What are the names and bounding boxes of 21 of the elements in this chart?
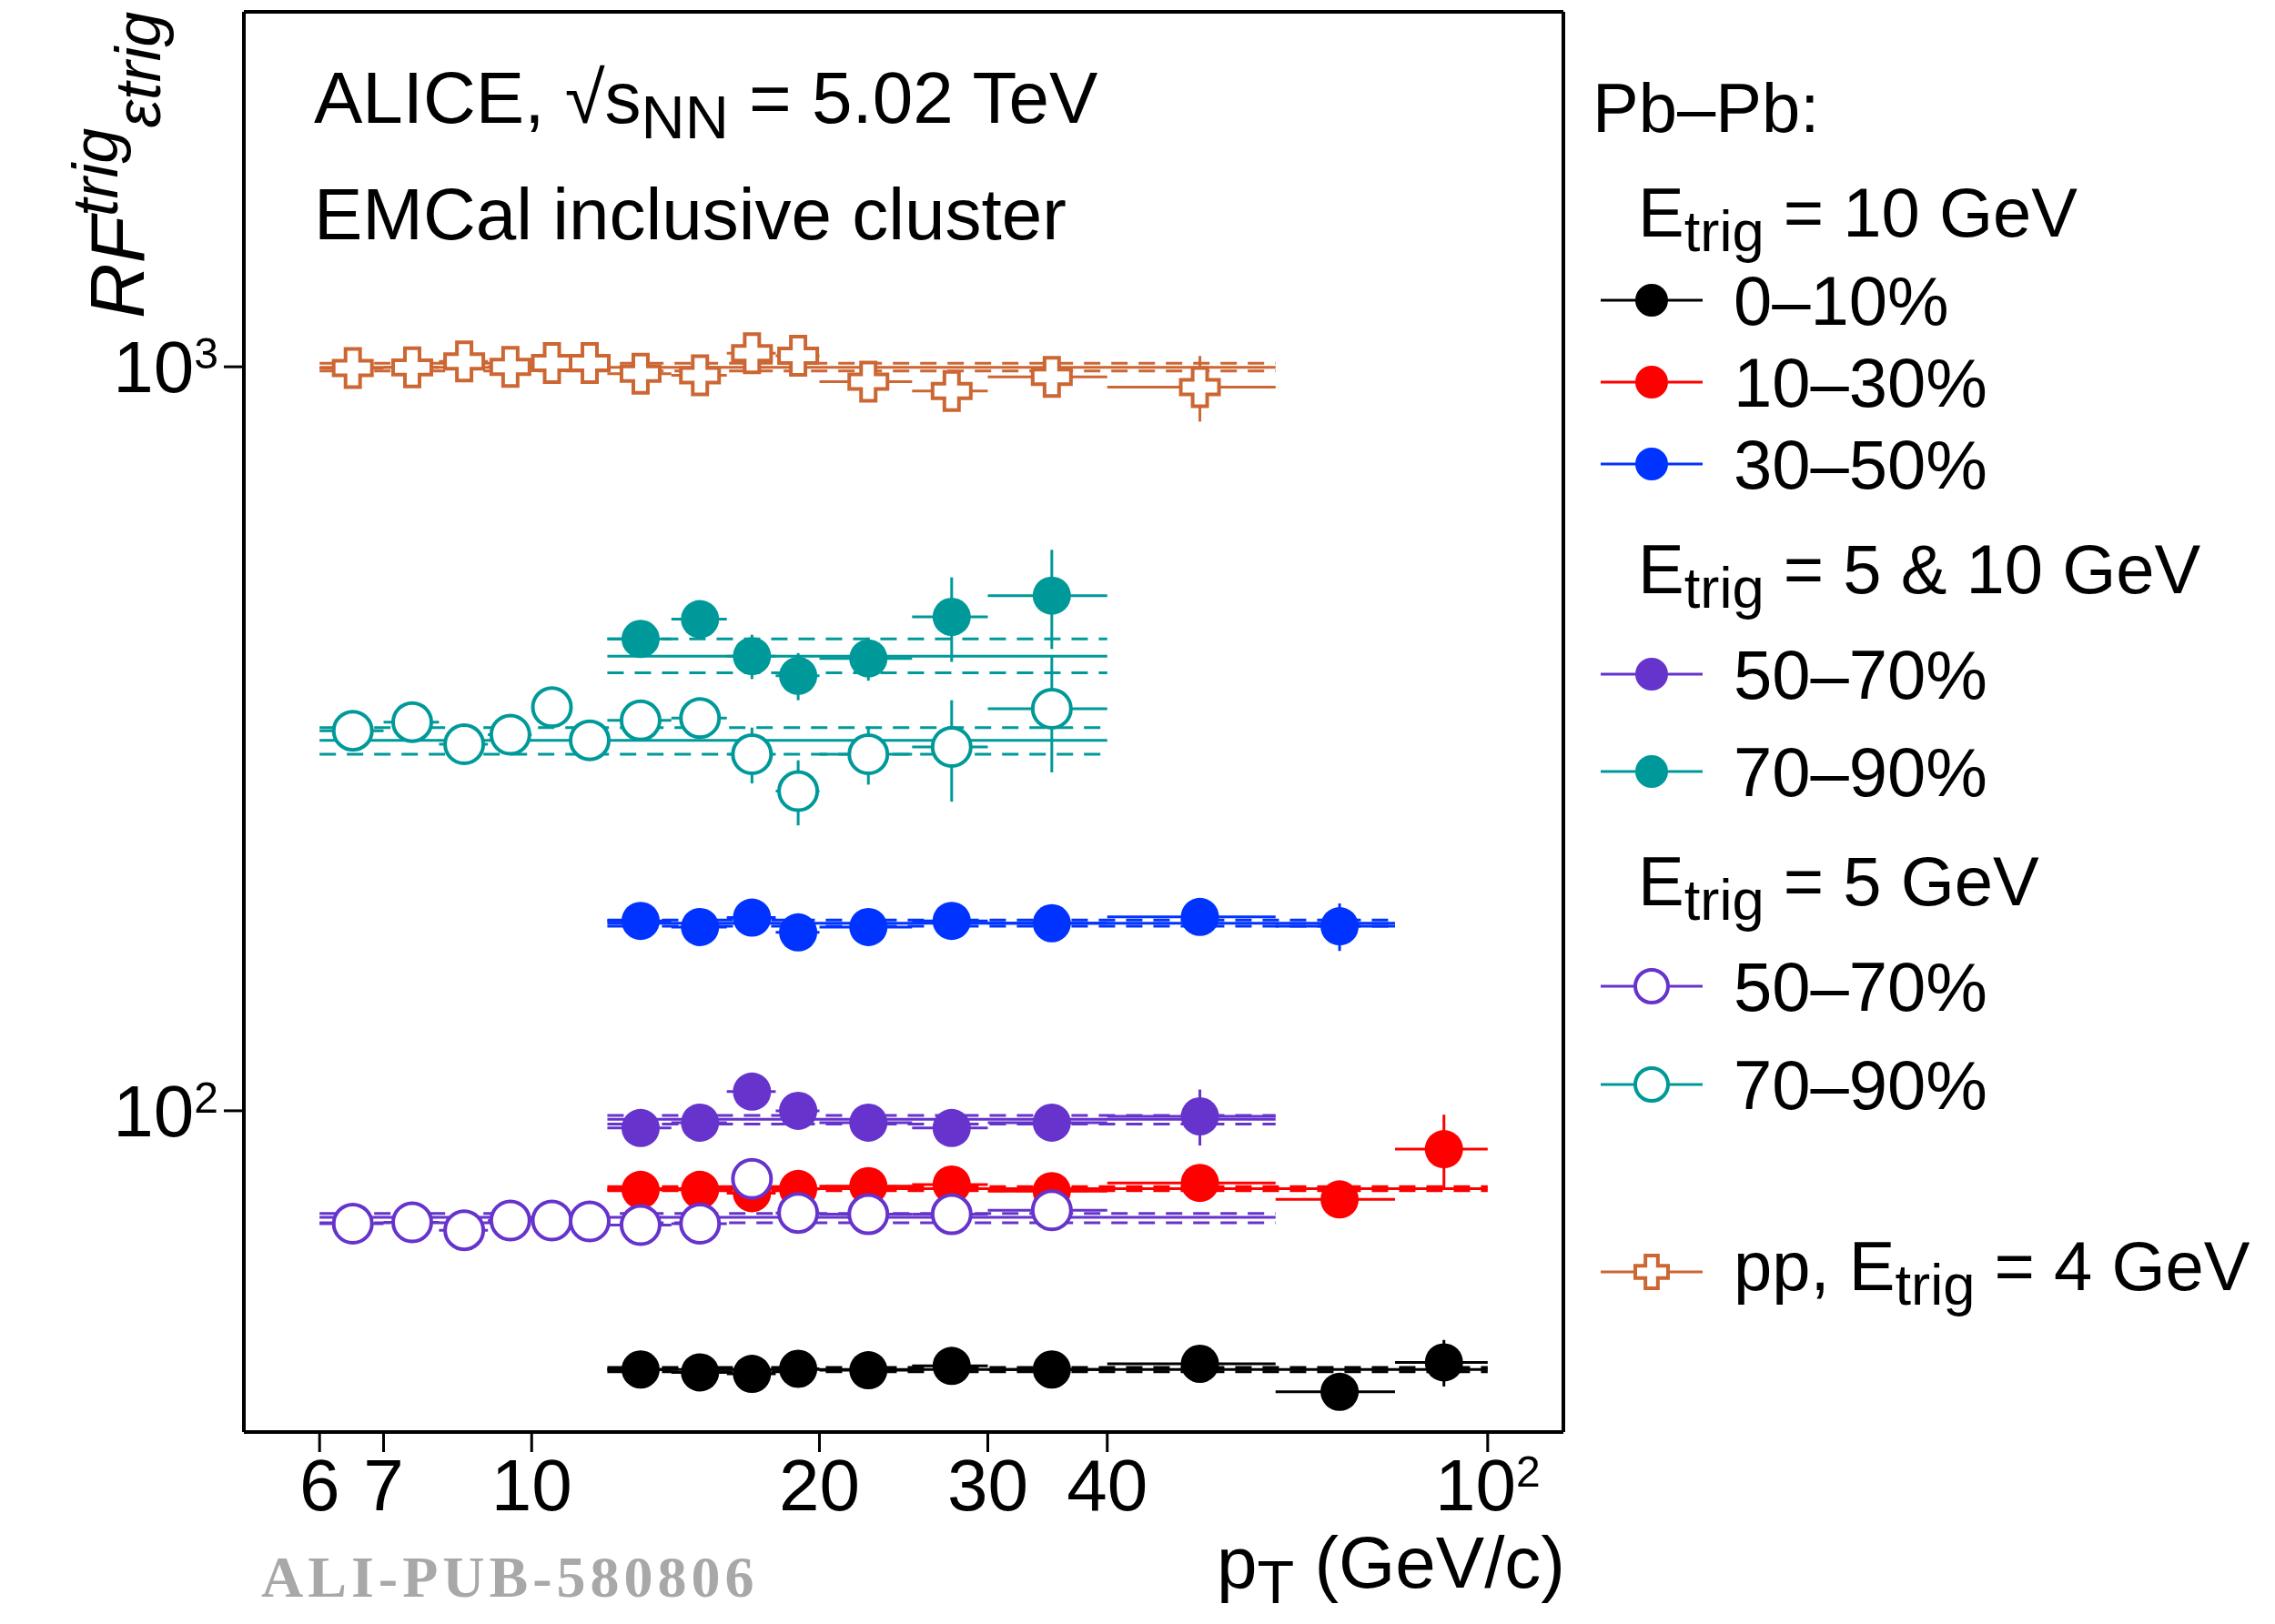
legend-label: 70–90% [1734, 1044, 1987, 1125]
x-tick-label: 20 [779, 1445, 860, 1526]
x-tick-label: 40 [1067, 1445, 1148, 1526]
legend-label: 50–70% [1734, 946, 1987, 1026]
legend-title: Pb–Pb: [1592, 68, 1820, 147]
legend-label: 30–50% [1734, 424, 1987, 504]
text: E$_{trig}$ = 5 & 10 GeV [1638, 530, 2201, 621]
text: ALI-PUB-580806 [261, 1545, 759, 1609]
x-tick-label: 10 [490, 1445, 572, 1526]
legend-label: 10–30% [1734, 342, 1987, 422]
annotation: EMCal inclusive cluster [314, 173, 1067, 257]
text: E$_{trig}$ = 10 GeV [1638, 174, 2078, 264]
text: E$_{trig}$ = 5 GeV [1638, 842, 2039, 933]
legend-label: 70–90% [1734, 731, 1987, 812]
y-tick-label: 10$^{3}$ [113, 327, 218, 409]
x-tick-label: 7 [363, 1445, 404, 1526]
x-tick-label: 30 [947, 1445, 1028, 1526]
legend-label: 50–70% [1734, 634, 1987, 714]
annotation: ALICE, √s$_{NN}$ = 5.02 TeV [314, 56, 1098, 152]
x-tick-label: 6 [298, 1445, 340, 1526]
legend-label: pp, E$_{trig}$ = 4 GeV [1734, 1226, 2250, 1318]
